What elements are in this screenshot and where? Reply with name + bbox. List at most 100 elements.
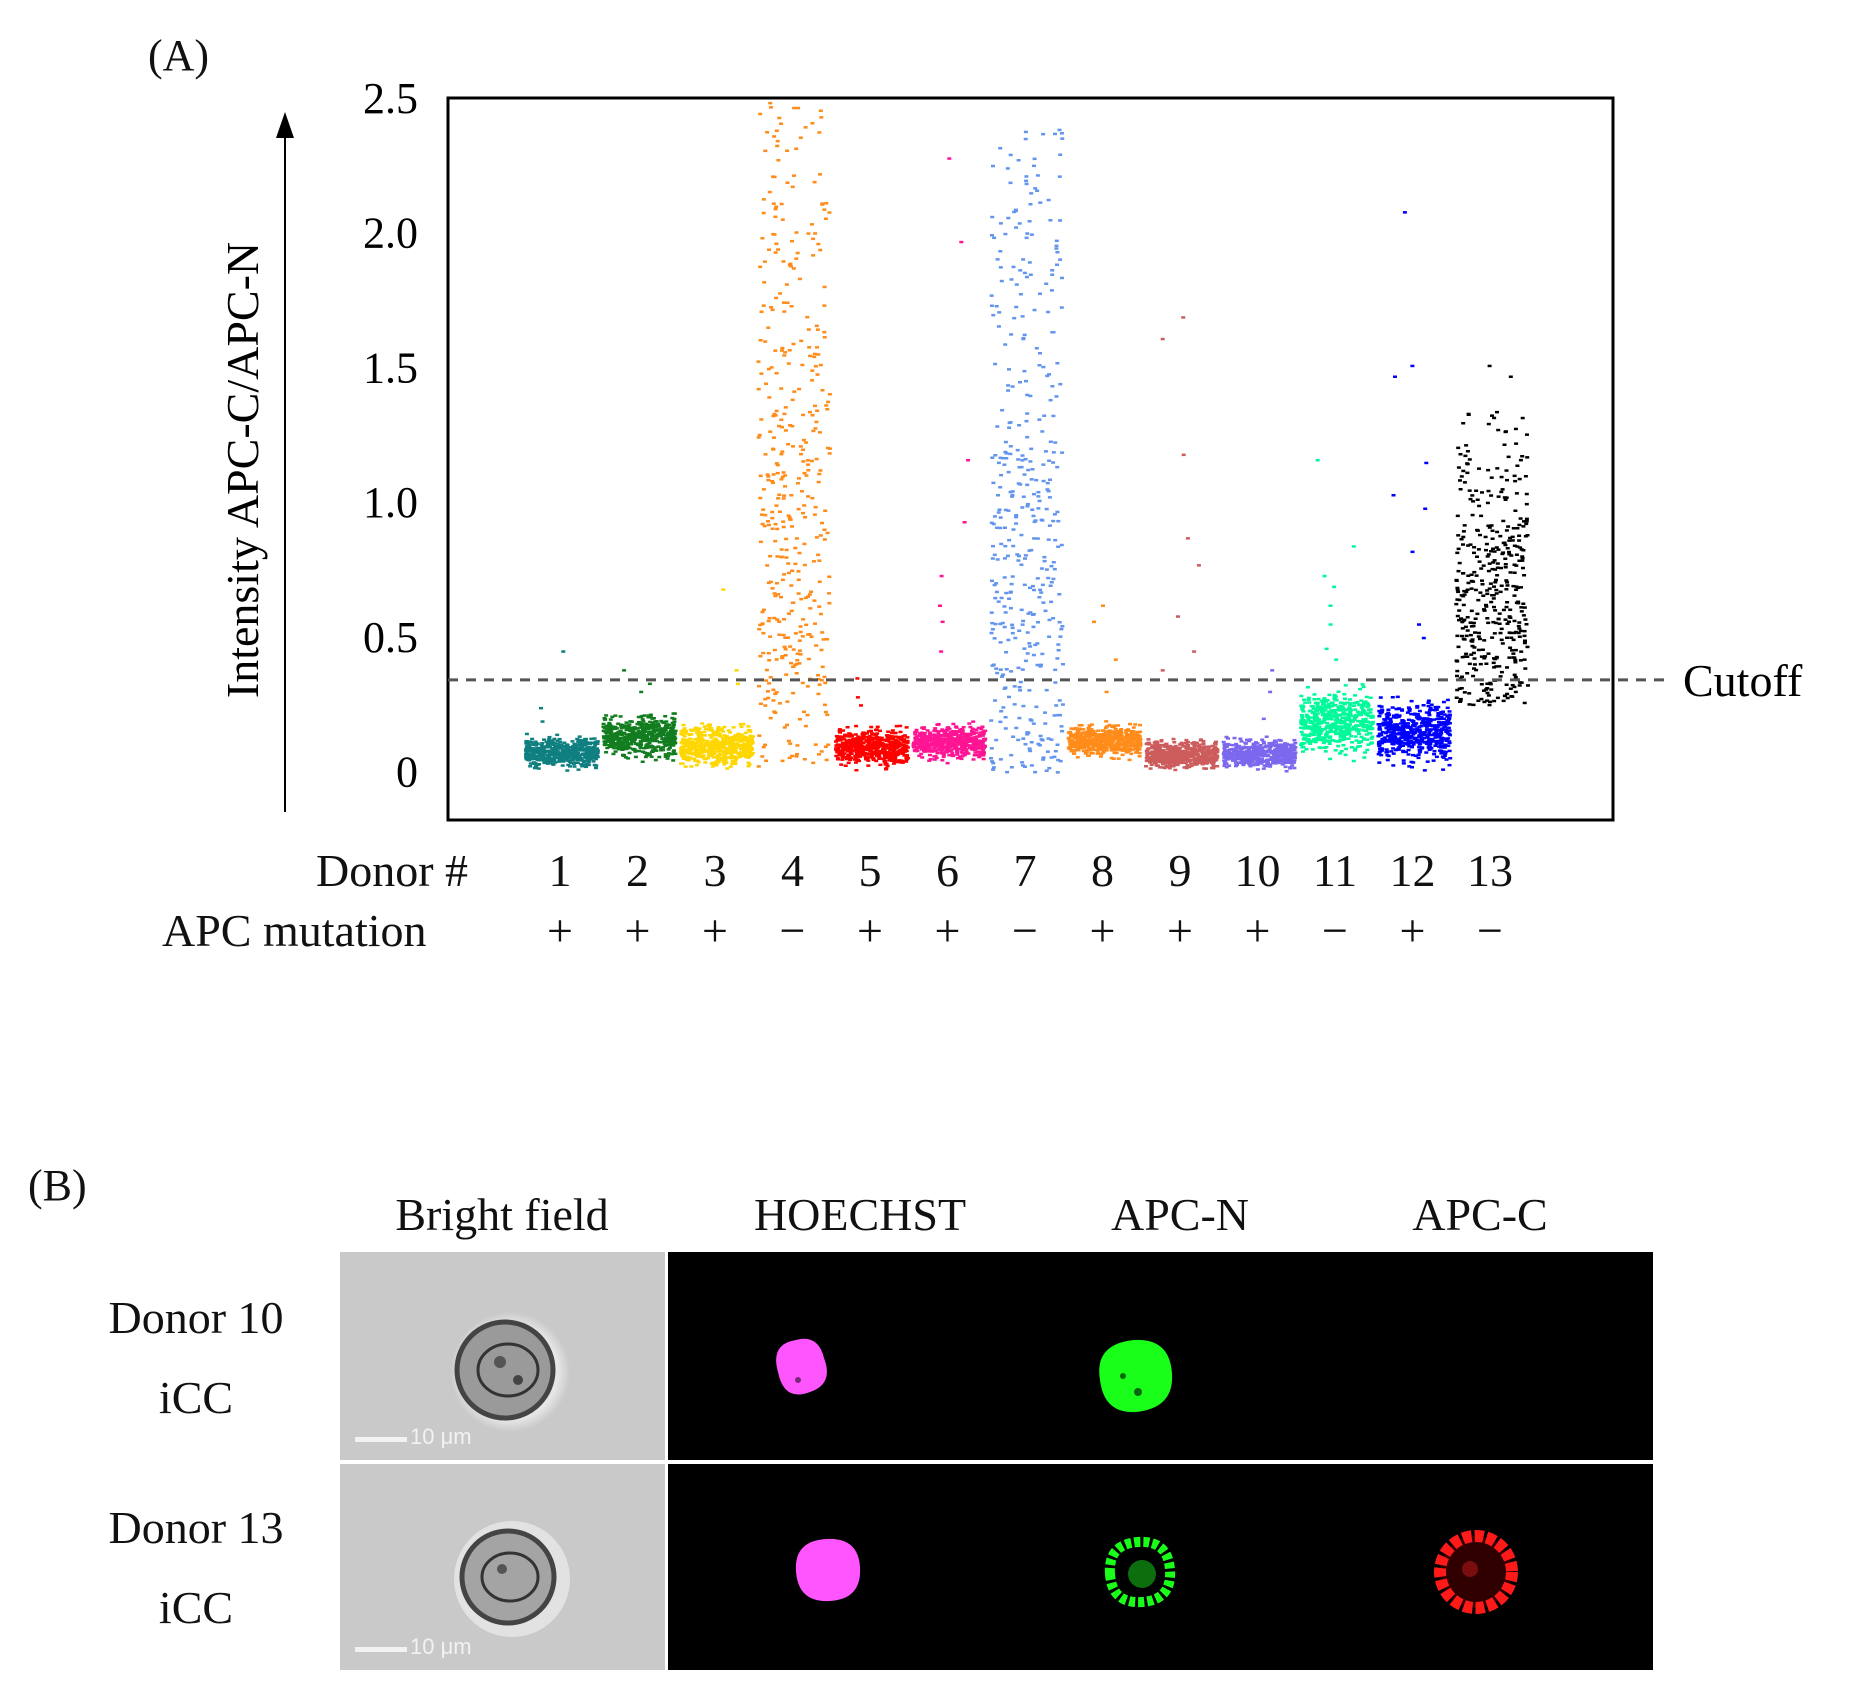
data-point [1003,440,1008,444]
data-point [1225,743,1230,746]
data-point [1042,414,1047,417]
data-point [652,731,657,734]
data-point [545,757,550,761]
data-point [1101,732,1106,736]
data-point [1032,157,1037,161]
data-point [1029,447,1034,451]
data-point [940,748,945,751]
data-point [666,736,671,739]
data-point [882,754,887,757]
data-point [772,412,777,416]
data-point [781,525,786,529]
data-point [1101,740,1106,744]
data-point [590,756,595,760]
data-point [783,406,788,409]
data-point [1031,653,1036,657]
data-point [1146,747,1151,750]
data-point [583,737,588,741]
data-point [1091,742,1096,746]
data-point [1083,735,1088,738]
data-point [770,479,775,483]
data-point [1177,746,1182,750]
data-point [790,569,795,572]
data-point [1200,757,1205,761]
data-point [716,759,721,762]
data-point [1087,749,1092,752]
data-point [757,433,762,437]
data-point [1253,748,1258,752]
data-point [758,112,763,116]
data-point [998,516,1003,519]
data-point [1087,733,1092,737]
data-point [941,746,946,749]
data-point [770,587,775,590]
data-point [687,757,692,761]
data-point [788,645,793,648]
data-point [713,737,718,741]
data-point [823,710,828,714]
data-point [670,716,675,720]
data-point [1163,743,1168,746]
data-point [735,734,740,737]
data-point [974,745,979,749]
data-point [1271,741,1276,745]
data-point [1056,643,1061,646]
data-point [626,742,630,745]
outlier-point [1181,316,1186,319]
data-point [960,748,965,752]
data-point [889,751,893,755]
data-point [645,730,650,733]
data-point [1237,753,1242,757]
data-point [1251,763,1256,767]
data-point [710,761,715,765]
data-point [1046,737,1051,740]
data-point [1072,727,1077,731]
data-point [720,730,725,733]
data-point [663,734,668,737]
data-point [762,260,767,263]
data-point [866,730,871,733]
data-point [990,557,995,560]
data-point [933,755,938,758]
data-point [1028,718,1033,721]
data-point [817,605,822,608]
data-point [1057,128,1062,132]
outlier-point [639,690,644,694]
outlier-point [939,574,944,578]
data-point [890,729,895,732]
data-point [1253,751,1258,754]
data-point [801,448,805,451]
data-point [1198,738,1203,741]
data-point [653,749,657,752]
data-point [1232,736,1237,740]
data-point [793,562,798,566]
data-point [797,477,801,480]
data-point [771,202,776,205]
data-point [609,736,614,739]
data-point [1255,757,1260,761]
data-point [1101,750,1106,754]
outlier-point [539,706,543,710]
data-point [981,757,986,761]
data-point [619,726,624,730]
data-point [679,752,684,755]
data-point [739,725,744,729]
data-point [945,743,950,746]
data-point [1130,739,1135,743]
data-point [711,741,716,744]
data-point [532,749,537,753]
data-point [780,475,785,479]
data-point [606,723,611,727]
data-point [640,760,645,763]
data-point [1049,600,1054,604]
data-point [1006,216,1011,220]
data-point [919,742,924,746]
data-point [1036,621,1040,624]
data-point [660,727,665,730]
data-point [524,740,529,744]
data-point [744,755,748,759]
data-point [1103,726,1108,729]
data-point [629,740,634,743]
data-point [1247,760,1252,764]
data-point [963,732,968,736]
